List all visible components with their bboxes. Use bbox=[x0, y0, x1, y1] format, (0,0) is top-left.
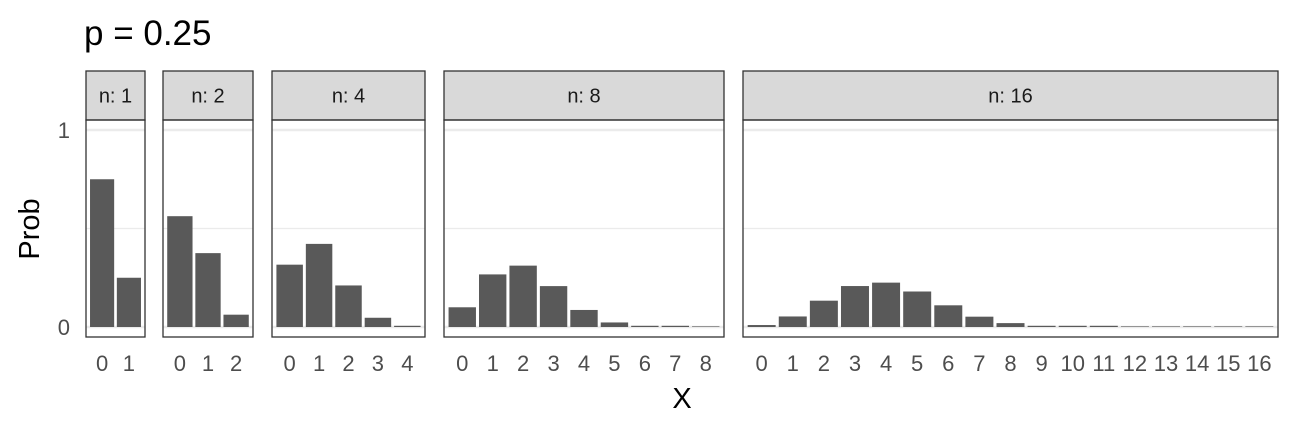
facet-strip bbox=[162, 70, 254, 121]
bar bbox=[167, 216, 193, 327]
bar bbox=[335, 285, 362, 327]
plot-title: p = 0.25 bbox=[84, 14, 211, 53]
bar bbox=[570, 309, 598, 327]
bar bbox=[1120, 326, 1149, 327]
facet-panel-border bbox=[271, 119, 426, 338]
x-tick-label: 4 bbox=[578, 351, 590, 376]
facet-panel: n: 160 1 2 3 4 5 6 7 8 9 10 11 12 13 14 15 16 bbox=[742, 70, 1279, 376]
x-tick-label: 1 bbox=[202, 351, 214, 376]
bar bbox=[778, 316, 807, 327]
bar bbox=[539, 286, 568, 327]
bar bbox=[394, 325, 421, 327]
bar bbox=[692, 326, 720, 327]
facet-panel-border bbox=[85, 119, 146, 338]
x-tick-label: 1 bbox=[787, 351, 799, 376]
bar bbox=[1245, 326, 1274, 327]
x-tick-label: 4 bbox=[880, 351, 892, 376]
facet-panel: n: 1 0 1 bbox=[85, 70, 146, 376]
bar bbox=[996, 323, 1025, 327]
facet-strip bbox=[85, 70, 146, 121]
facet-panel-border bbox=[443, 119, 725, 338]
bar bbox=[364, 317, 392, 327]
bar bbox=[840, 286, 869, 327]
x-tick-label: 2 bbox=[342, 351, 354, 376]
x-tick-label: 0 bbox=[174, 351, 186, 376]
x-tick-label: 9 bbox=[1035, 351, 1047, 376]
x-axis-title: X bbox=[672, 383, 691, 415]
bar bbox=[90, 179, 115, 327]
bar bbox=[1152, 326, 1181, 327]
x-tick-label: 1 bbox=[123, 351, 135, 376]
x-tick-label: 0 bbox=[284, 351, 296, 376]
facet-strip-label: n: 16 bbox=[988, 86, 1032, 108]
facet-strip-label: n: 1 bbox=[99, 86, 132, 108]
bar bbox=[509, 265, 537, 327]
x-tick-label: 3 bbox=[849, 351, 861, 376]
facet-strip-label: n: 4 bbox=[332, 86, 365, 108]
x-tick-label: 4 bbox=[401, 351, 413, 376]
bar bbox=[809, 300, 838, 327]
x-tick-label: 3 bbox=[547, 351, 559, 376]
x-tick-label: 6 bbox=[639, 351, 651, 376]
bar bbox=[448, 307, 476, 327]
bar bbox=[1058, 325, 1087, 327]
y-axis-title: Prob bbox=[14, 198, 46, 259]
x-tick-label: 1 bbox=[313, 351, 325, 376]
x-tick-label: 14 bbox=[1185, 351, 1209, 376]
x-tick-label: 2 bbox=[230, 351, 242, 376]
x-tick-label: 8 bbox=[1004, 351, 1016, 376]
facet-panel: n: 2 0 1 2 bbox=[162, 70, 254, 376]
x-tick-label: 13 bbox=[1154, 351, 1178, 376]
bar bbox=[965, 316, 994, 327]
x-tick-label: 10 bbox=[1060, 351, 1084, 376]
x-tick-label: 1 bbox=[487, 351, 499, 376]
x-tick-label: 0 bbox=[96, 351, 108, 376]
facet-panels: n: 10 1n: 20 1 2n: 40 1 2 3 4n: 80 1 2 3 4 5 6 7 8n: 16… bbox=[85, 70, 1279, 376]
x-tick-label: 2 bbox=[517, 351, 529, 376]
x-tick-label: 7 bbox=[669, 351, 681, 376]
bar bbox=[934, 305, 963, 327]
bar bbox=[661, 325, 689, 327]
x-tick-label: 12 bbox=[1123, 351, 1147, 376]
bar bbox=[276, 264, 303, 327]
facet-strip-label: n: 2 bbox=[191, 86, 224, 108]
facet-panel: n: 4 0 1 2 3 4 bbox=[271, 70, 426, 376]
facet-panel-border bbox=[742, 119, 1279, 338]
x-tick-label: 7 bbox=[973, 351, 985, 376]
bar bbox=[223, 314, 249, 327]
bar bbox=[872, 282, 901, 327]
facet-strip-label: n: 8 bbox=[567, 86, 600, 108]
bar bbox=[195, 253, 221, 327]
facet-panel: n: 8 0 1 2 3 4 5 6 7 8 bbox=[443, 70, 725, 376]
bar bbox=[631, 325, 659, 327]
bar bbox=[305, 243, 333, 327]
bar bbox=[600, 322, 629, 327]
facet-panel-border bbox=[162, 119, 254, 338]
x-tick-label: 3 bbox=[372, 351, 384, 376]
x-tick-label: 0 bbox=[456, 351, 468, 376]
x-tick-label: 16 bbox=[1247, 351, 1271, 376]
bar bbox=[1183, 326, 1212, 327]
x-tick-label: 8 bbox=[700, 351, 712, 376]
y-tick-label: 1 bbox=[58, 118, 70, 143]
bar bbox=[116, 277, 141, 327]
y-axis-ticks: 01 bbox=[58, 118, 70, 340]
x-tick-label: 5 bbox=[608, 351, 620, 376]
y-tick-label: 0 bbox=[58, 315, 70, 340]
bar bbox=[1027, 325, 1056, 327]
x-tick-label: 2 bbox=[818, 351, 830, 376]
x-tick-label: 15 bbox=[1216, 351, 1240, 376]
x-tick-label: 0 bbox=[756, 351, 768, 376]
bar bbox=[479, 274, 507, 327]
x-tick-label: 5 bbox=[911, 351, 923, 376]
bar bbox=[747, 325, 776, 327]
x-tick-label: 6 bbox=[942, 351, 954, 376]
bar bbox=[903, 291, 932, 327]
x-tick-label: 11 bbox=[1092, 351, 1115, 376]
bar bbox=[1214, 326, 1243, 327]
bar bbox=[1089, 325, 1118, 327]
